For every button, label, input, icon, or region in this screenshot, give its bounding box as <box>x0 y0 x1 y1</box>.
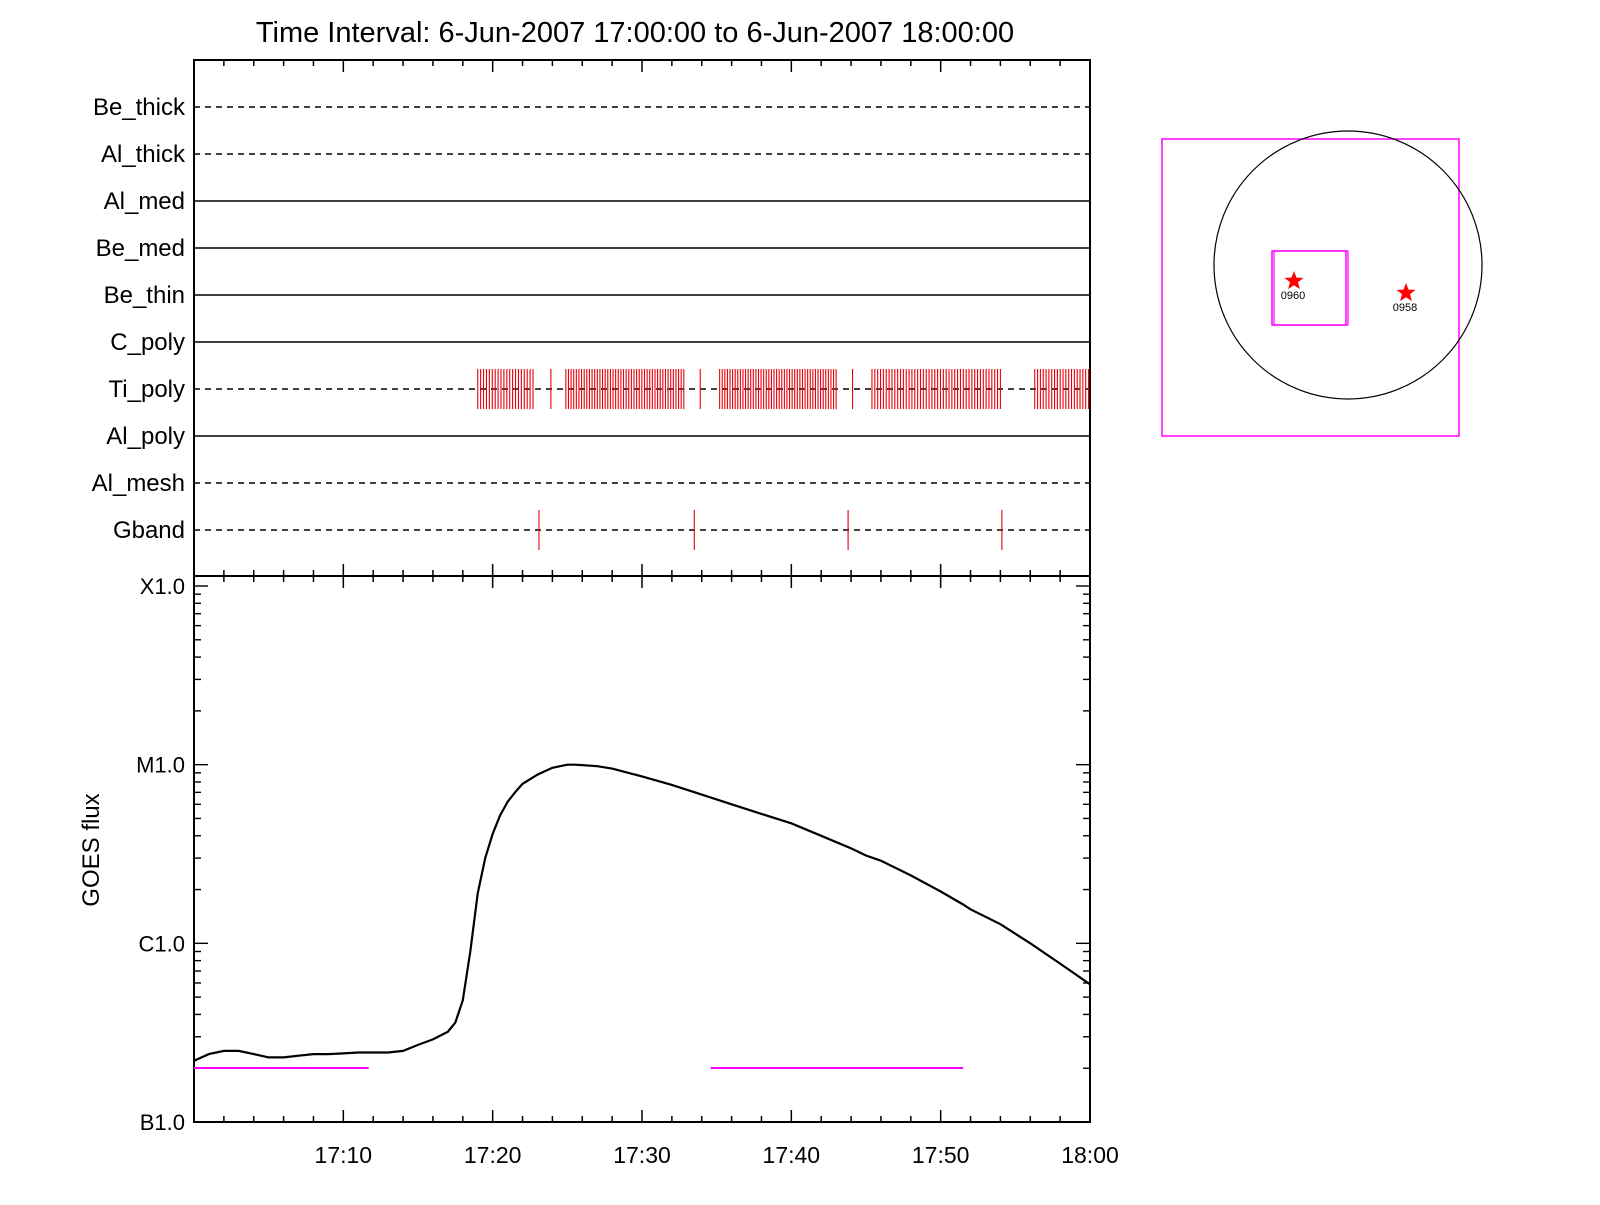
filter-row-label: Al_poly <box>106 423 185 450</box>
star-icon <box>1396 283 1416 302</box>
solar-disk <box>1213 130 1483 400</box>
x-tick-label: 18:00 <box>1061 1142 1119 1168</box>
x-tick-label: 17:30 <box>613 1142 671 1168</box>
timeline-frame <box>193 59 1091 577</box>
timeline-ticks <box>193 60 1091 576</box>
filter-timeline-panel: Be_thick Al_thick Al_med Be_med Be_thin C_pol… <box>92 59 1091 577</box>
y-tick-label: C1.0 <box>139 931 185 956</box>
filter-row-label: Be_thin <box>104 282 185 309</box>
goes-frame <box>193 575 1091 1123</box>
region-0958: 0958 <box>1393 283 1417 314</box>
goes-y-tick-labels: X1.0 M1.0 C1.0 B1.0 <box>136 574 185 1135</box>
filter-row-label: Al_thick <box>101 141 186 168</box>
filter-row-label: Be_thick <box>93 94 186 121</box>
goes-panel: X1.0M1.0C1.0B1.0 17:10 17:20 17:30 17:40 17:… <box>78 574 1119 1168</box>
y-tick-label: X1.0 <box>140 574 185 599</box>
y-tick-label: M1.0 <box>136 753 185 778</box>
fov-outer-box <box>1161 138 1460 437</box>
goes-flux-line <box>193 763 1091 1062</box>
filter-row-label: Be_med <box>96 235 185 262</box>
fov-inner-box <box>1271 250 1347 326</box>
x-tick-label: 17:40 <box>763 1142 821 1168</box>
goes-ticks <box>193 576 1091 1123</box>
x-tick-label: 17:10 <box>315 1142 373 1168</box>
goes-x-tick-labels: 17:10 17:20 17:30 17:40 17:50 18:00 <box>315 1142 1119 1168</box>
fov-inner-box-2 <box>1273 250 1349 326</box>
x-tick-label: 17:20 <box>464 1142 522 1168</box>
y-tick-label: B1.0 <box>140 1110 185 1135</box>
filter-row-label: Gband <box>113 517 185 544</box>
goes-y-axis-label: GOES flux <box>78 793 105 906</box>
filter-row-label: Ti_poly <box>109 376 185 403</box>
filter-row-label: Al_mesh <box>92 470 185 497</box>
timeline-rows: Be_thick Al_thick Al_med Be_med Be_thin C_pol… <box>92 94 1090 550</box>
star-icon <box>1284 271 1304 290</box>
x-tick-label: 17:50 <box>912 1142 970 1168</box>
filter-row-label: Al_med <box>104 188 185 215</box>
region-label: 0960 <box>1281 290 1305 302</box>
chart-title: Time Interval: 6-Jun-2007 17:00:00 to 6-… <box>256 17 1014 49</box>
pointing-map: 0960 0958 <box>1161 130 1483 437</box>
region-0960: 0960 <box>1281 271 1305 302</box>
region-label: 0958 <box>1393 302 1417 314</box>
filter-row-label: C_poly <box>110 329 185 356</box>
